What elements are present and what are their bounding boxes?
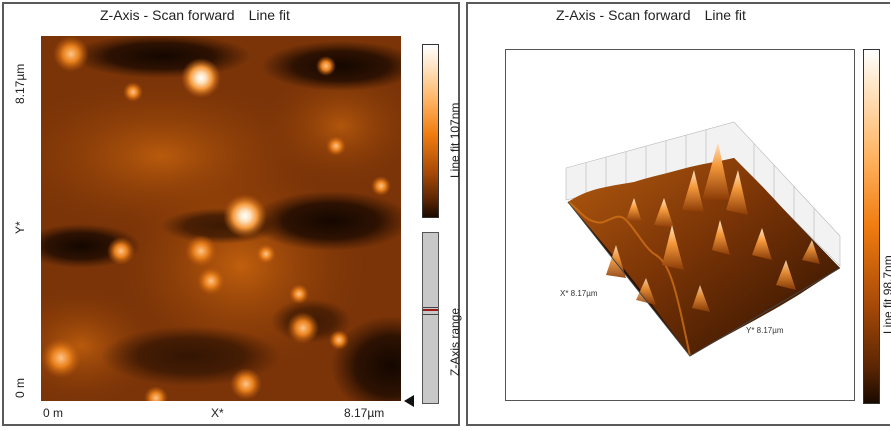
- title-mode: Line fit: [248, 7, 290, 23]
- x-axis-label: X*: [211, 406, 224, 420]
- height-map-svg: [41, 36, 401, 401]
- title-mode: Line fit: [704, 7, 746, 23]
- z-axis-range-label: Z-Axis range: [448, 307, 462, 376]
- panel-title: Z-Axis - Scan forward Line fit: [100, 7, 290, 23]
- color-scale-bar-3d: [863, 49, 880, 404]
- color-scale-bar: [422, 44, 439, 218]
- title-text: Z-Axis - Scan forward: [100, 7, 235, 23]
- range-marker[interactable]: [423, 309, 438, 311]
- x-axis-3d-label: X* 8.17µm: [560, 289, 598, 298]
- y-axis-max-label: 8.17µm: [13, 63, 27, 104]
- height-map-image[interactable]: [41, 36, 401, 401]
- range-selection-band[interactable]: [423, 307, 438, 315]
- surface-3d-view[interactable]: [505, 49, 855, 401]
- surface-mesh: [567, 142, 840, 357]
- height-map-panel: Z-Axis - Scan forward Line fit 8.17µm Y* …: [2, 2, 462, 426]
- triangle-left-icon[interactable]: [404, 395, 414, 407]
- back-grid-walls: [565, 121, 841, 267]
- surface-peaks: [41, 36, 391, 401]
- surface-3d-panel: Z-Axis - Scan forward Line fit: [466, 2, 891, 426]
- surface-3d-svg: [565, 121, 841, 357]
- color-scale-label: Line fit 107nm: [448, 102, 462, 178]
- x-axis-min-label: 0 m: [43, 406, 64, 420]
- base-frame: [567, 201, 841, 357]
- panel-title: Z-Axis - Scan forward Line fit: [556, 7, 746, 23]
- y-axis-3d-label: Y* 8.17µm: [746, 326, 784, 335]
- title-text: Z-Axis - Scan forward: [556, 7, 691, 23]
- y-axis-min-label: 0 m: [13, 377, 27, 398]
- z-axis-range-slider[interactable]: [422, 232, 439, 404]
- y-axis-label: Y*: [13, 221, 27, 234]
- color-scale-label-3d: Line fit 98.7nm: [881, 255, 891, 334]
- x-axis-max-label: 8.17µm: [344, 406, 385, 420]
